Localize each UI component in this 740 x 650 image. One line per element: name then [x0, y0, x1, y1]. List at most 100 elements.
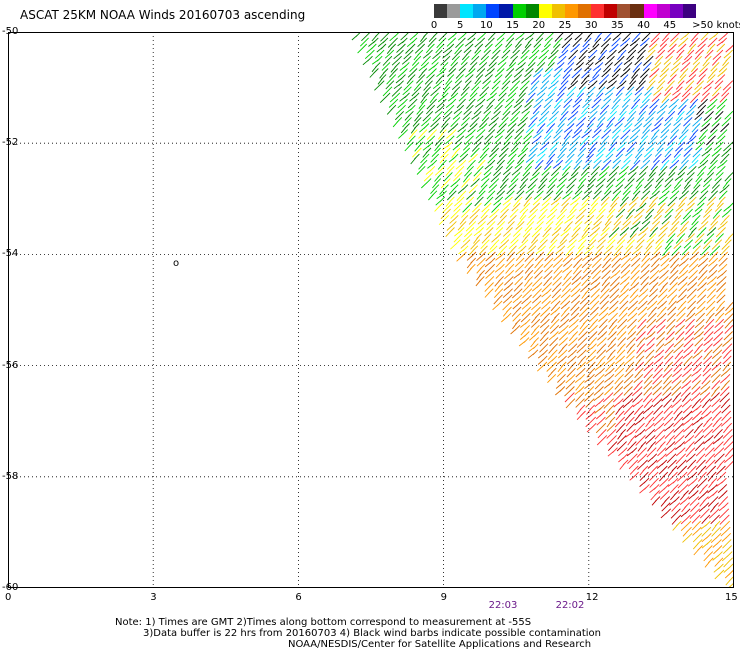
wind-barb	[589, 104, 600, 114]
wind-barb	[579, 318, 589, 330]
wind-barb	[673, 422, 684, 433]
wind-barb	[484, 276, 495, 286]
wind-barb	[701, 532, 712, 543]
wind-barb	[432, 110, 443, 122]
wind-barb	[639, 484, 650, 494]
wind-barb	[516, 184, 527, 195]
wind-barb	[637, 43, 648, 54]
wind-barb	[656, 453, 667, 463]
wind-barb	[568, 337, 578, 347]
wind-barb	[494, 37, 505, 48]
wind-barb	[512, 227, 523, 237]
wind-barb	[484, 135, 494, 145]
wind-barb	[554, 62, 565, 72]
wind-barb	[655, 49, 666, 60]
wind-barb	[611, 68, 621, 78]
wind-barb	[563, 129, 573, 140]
wind-barb	[692, 147, 703, 158]
wind-barb	[600, 43, 610, 54]
wind-barb	[639, 68, 650, 78]
wind-barb	[623, 245, 634, 256]
wind-barb	[645, 349, 655, 359]
wind-barb	[542, 190, 554, 201]
wind-barb	[688, 227, 697, 238]
wind-barb	[567, 110, 579, 121]
wind-barb	[646, 318, 657, 329]
wind-barb	[647, 172, 656, 182]
wind-barb	[397, 98, 408, 109]
wind-barb	[540, 172, 550, 183]
wind-barb	[653, 86, 664, 96]
wind-barb	[713, 337, 723, 347]
wind-barb	[644, 428, 656, 439]
wind-barb	[491, 202, 502, 213]
wind-barb	[668, 465, 678, 477]
wind-barb	[634, 86, 645, 96]
wind-barb	[595, 208, 606, 220]
wind-barb	[425, 43, 435, 54]
wind-barb	[684, 110, 695, 121]
wind-barb	[594, 404, 605, 414]
wind-barb	[502, 196, 513, 206]
wind-barb	[714, 110, 724, 120]
legend-label: 0	[430, 20, 438, 31]
wind-barb	[541, 165, 552, 176]
wind-barb	[624, 367, 634, 378]
wind-barb	[618, 453, 628, 463]
wind-barb	[535, 153, 546, 164]
wind-barb	[693, 343, 704, 354]
wind-barb	[563, 62, 575, 73]
wind-barb	[638, 288, 649, 298]
wind-barb	[495, 269, 505, 279]
wind-barb	[642, 404, 654, 415]
wind-barb	[646, 447, 657, 458]
wind-barb	[514, 129, 525, 140]
wind-barb	[453, 233, 463, 243]
wind-barb	[584, 214, 595, 224]
wind-barb	[608, 141, 618, 151]
legend-swatch	[617, 4, 631, 18]
wind-barb	[586, 117, 596, 128]
wind-barb	[624, 355, 635, 366]
wind-barb	[659, 490, 670, 500]
wind-barb	[607, 337, 617, 348]
wind-barb	[711, 410, 722, 421]
wind-barb	[715, 312, 725, 323]
wind-barb	[406, 37, 418, 48]
wind-barb	[619, 135, 629, 145]
legend-swatch	[473, 4, 487, 18]
wind-barb	[581, 104, 590, 115]
wind-barb	[498, 86, 509, 97]
wind-barb	[477, 31, 488, 41]
wind-barb	[710, 214, 721, 226]
wind-barb	[670, 31, 681, 42]
wind-barb	[557, 361, 567, 373]
wind-barb	[678, 282, 688, 292]
wind-barb	[676, 447, 686, 457]
wind-barb	[679, 496, 690, 505]
wind-barb	[559, 141, 569, 152]
wind-barb	[606, 117, 616, 128]
wind-barb	[649, 484, 660, 494]
wind-barb	[424, 74, 435, 85]
wind-barb	[502, 227, 513, 237]
wind-barb	[706, 288, 717, 299]
wind-barb	[691, 153, 701, 164]
wind-barb	[674, 172, 686, 181]
wind-barb	[443, 110, 453, 120]
wind-barb	[554, 221, 564, 231]
wind-barb	[612, 92, 623, 103]
wind-barb	[647, 441, 657, 452]
wind-barb	[382, 86, 393, 97]
wind-barb	[532, 104, 542, 115]
wind-barb	[700, 520, 711, 530]
wind-barb	[679, 221, 690, 232]
wind-barb	[716, 300, 726, 312]
wind-barb	[683, 355, 693, 366]
wind-barb	[648, 465, 658, 476]
wind-barb	[613, 245, 624, 257]
wind-barb	[694, 202, 705, 212]
wind-barb	[457, 31, 468, 41]
wind-barb	[670, 92, 681, 102]
wind-barb	[539, 343, 549, 353]
